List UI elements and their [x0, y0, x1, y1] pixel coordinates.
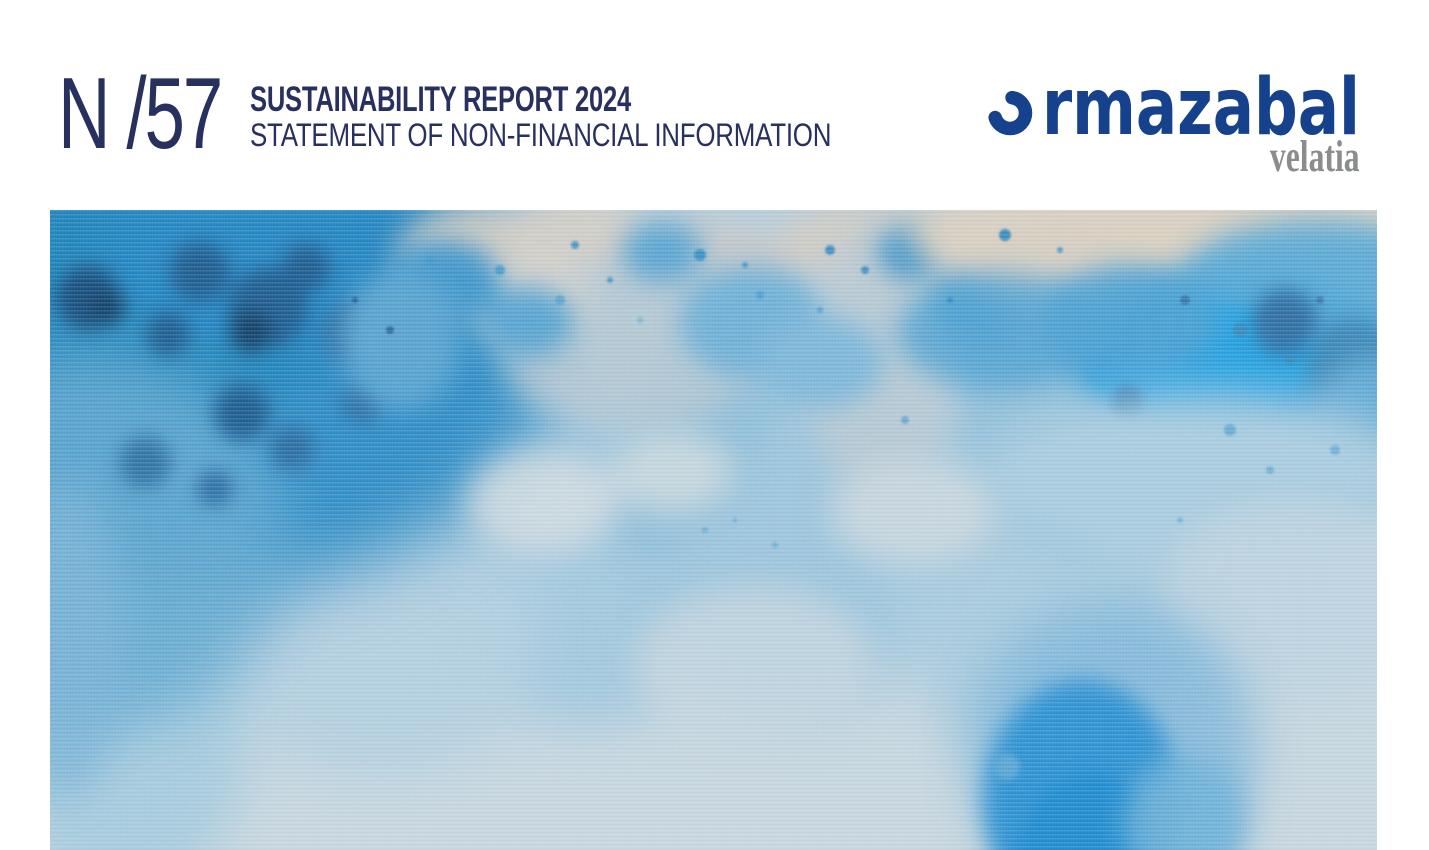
logo-open-o-icon	[987, 90, 1033, 136]
watercolor-painting	[50, 210, 1377, 850]
page-number: N /57	[58, 58, 223, 170]
watercolor-image	[50, 210, 1377, 850]
logo-wordmark-text: rmazabal	[1042, 63, 1360, 146]
report-title: SUSTAINABILITY REPORT 2024	[250, 80, 631, 119]
brand-logo: rmazabal velatia	[980, 54, 1362, 184]
sub-brand-wordmark: velatia	[1270, 132, 1360, 181]
bottom-blob-layer	[967, 600, 1257, 850]
splatter-layer	[352, 229, 1340, 548]
report-subtitle: STATEMENT OF NON-FINANCIAL INFORMATION	[250, 117, 832, 153]
ormazabal-wordmark-icon: rmazabal	[987, 63, 1360, 153]
